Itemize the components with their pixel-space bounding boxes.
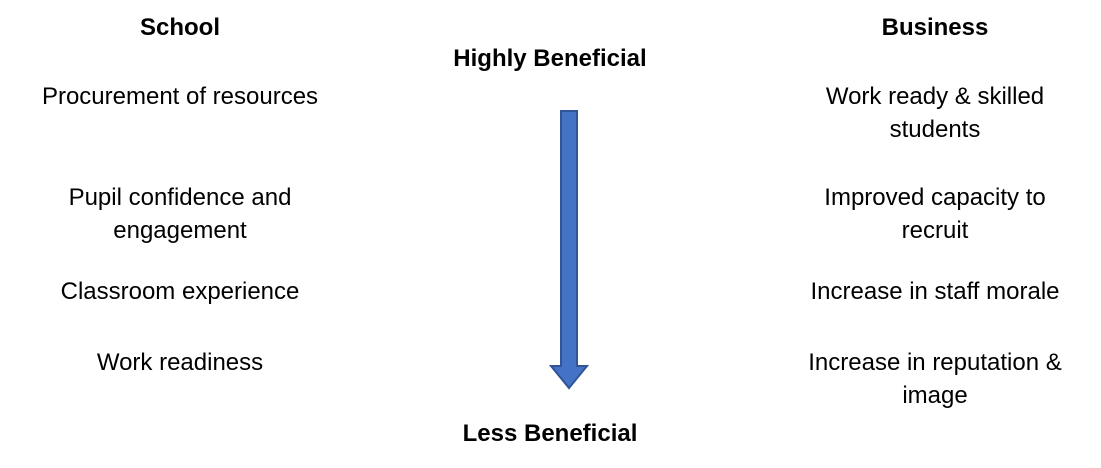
business-item: Increase in staff morale xyxy=(770,275,1100,308)
school-item-line: Work readiness xyxy=(96,349,264,376)
school-item-line: Classroom experience xyxy=(60,278,300,305)
down-arrow-shape xyxy=(549,110,589,390)
business-item: Increase in reputation & image xyxy=(770,346,1100,412)
school-item: Procurement of resources xyxy=(0,80,360,113)
school-item-line: Procurement of resources xyxy=(41,83,319,110)
business-item-line: recruit xyxy=(901,217,969,244)
business-item-line: Increase in reputation & xyxy=(808,349,1062,376)
school-column-header: School xyxy=(139,14,220,41)
school-item-line: Pupil confidence and xyxy=(68,184,292,211)
business-item: Improved capacity to recruit xyxy=(770,181,1100,247)
school-item-line: engagement xyxy=(113,217,247,244)
school-item: Pupil confidence and engagement xyxy=(0,181,360,247)
highly-beneficial-label: Highly Beneficial xyxy=(453,45,647,72)
school-item: Work readiness xyxy=(0,346,360,379)
business-column-header: Business xyxy=(881,14,989,41)
business-item-line: Work ready & skilled xyxy=(825,83,1045,110)
business-item-line: image xyxy=(902,382,968,409)
business-item: Work ready & skilled students xyxy=(770,80,1100,146)
less-beneficial-label: Less Beneficial xyxy=(462,420,638,447)
business-item-line: students xyxy=(889,116,981,143)
business-item-line: Increase in staff morale xyxy=(810,278,1060,305)
school-item: Classroom experience xyxy=(0,275,360,308)
business-item-line: Improved capacity to xyxy=(824,184,1046,211)
down-arrow-icon xyxy=(549,110,589,390)
